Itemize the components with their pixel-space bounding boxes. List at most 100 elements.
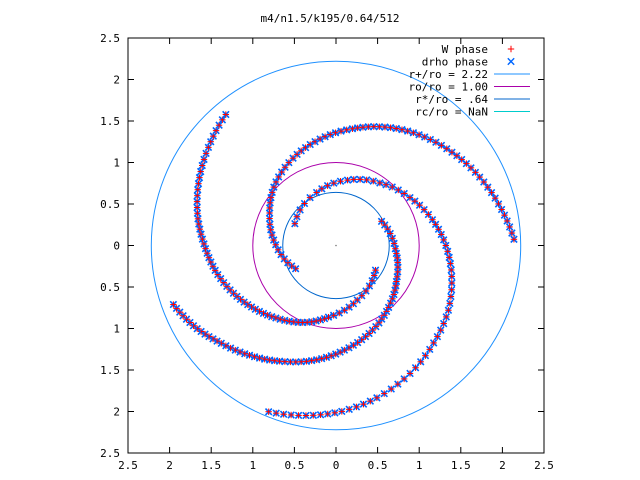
arm-3-point xyxy=(390,290,398,299)
x-tick-label: 1 xyxy=(249,459,256,472)
legend-label-3: ro/ro = 1.00 xyxy=(409,81,488,94)
y-tick-label: 0 xyxy=(113,240,120,253)
legend-label-2: r+/ro = 2.22 xyxy=(409,68,488,81)
arm-2-point xyxy=(487,188,496,197)
legend-label-5: rc/ro = NaN xyxy=(415,106,488,119)
arm-0-point xyxy=(445,253,453,262)
arm-2-point xyxy=(274,173,283,181)
arm-2-point xyxy=(409,128,418,137)
arm-0-point xyxy=(448,279,456,287)
arm-0-point xyxy=(369,177,378,185)
arm-0-point xyxy=(296,206,304,214)
arm-0-point xyxy=(293,212,301,221)
arm-2-point xyxy=(505,223,514,231)
arm-1-point xyxy=(214,270,222,279)
arm-3-point xyxy=(172,304,181,313)
arm-0-point xyxy=(366,397,375,405)
center-dot xyxy=(335,244,337,247)
arm-2-point xyxy=(331,128,340,137)
arm-2-point xyxy=(494,200,503,208)
arm-0-point xyxy=(433,332,442,341)
arm-1-point xyxy=(222,110,230,119)
arm-0-point xyxy=(323,181,332,190)
arm-2-point xyxy=(443,144,451,153)
arm-0-point xyxy=(309,411,318,420)
arm-0-point xyxy=(330,179,338,187)
x-tick-label: 1 xyxy=(416,459,423,472)
arm-2-point xyxy=(277,168,286,176)
reference-circles xyxy=(150,60,522,431)
arm-0-point xyxy=(264,407,273,416)
arm-0-point xyxy=(387,385,395,393)
arm-0-point xyxy=(287,411,295,419)
x-tick-label: 1.5 xyxy=(201,459,221,472)
arm-0-point xyxy=(294,411,303,420)
arm-1-point xyxy=(193,185,202,194)
arm-0-point xyxy=(416,358,425,366)
arm-2-point xyxy=(337,127,345,135)
arm-0-point xyxy=(380,389,388,398)
arm-0-point xyxy=(421,351,430,360)
arm-0-point xyxy=(447,285,456,294)
arm-0-point xyxy=(428,215,437,224)
arm-2-point xyxy=(284,258,292,267)
ref-circle-1 xyxy=(252,162,420,329)
arm-2-point xyxy=(386,123,395,132)
arm-0-point xyxy=(343,176,352,184)
arm-0-point xyxy=(291,219,299,228)
x-tick-label: 0 xyxy=(333,459,340,472)
arm-0-point xyxy=(318,185,326,193)
arm-2-point xyxy=(500,211,509,219)
arm-0-point xyxy=(336,177,345,186)
y-tick-label: 0.5 xyxy=(100,281,120,294)
y-tick-label: 2 xyxy=(113,406,120,419)
arm-0-point xyxy=(439,319,448,328)
arm-0-point xyxy=(394,380,402,388)
arm-1-point xyxy=(200,155,208,164)
arm-2-point xyxy=(508,229,516,237)
arm-2-point xyxy=(503,217,511,225)
legend-label-4: r*/ro = .64 xyxy=(415,93,488,106)
arm-1-point xyxy=(193,197,201,206)
x-tick-labels: 2.5 2 1.5 1 0.5 0 0.5 1 1.5 2 2.5 xyxy=(118,459,554,472)
x-tick-label: 0.5 xyxy=(284,459,304,472)
arm-2-point xyxy=(268,188,276,197)
arm-0-point xyxy=(359,400,368,408)
arm-0-point xyxy=(302,411,310,420)
arm-0-point xyxy=(316,411,325,419)
arm-0-point xyxy=(306,193,314,202)
arm-3-point xyxy=(380,221,389,229)
arm-3-point xyxy=(375,319,383,327)
x-tick-label: 2 xyxy=(166,459,173,472)
y-tick-label: 0.5 xyxy=(100,198,120,211)
x-tick-label: 1.5 xyxy=(451,459,471,472)
arm-2-point xyxy=(432,138,440,147)
arm-1-point xyxy=(267,312,276,321)
arm-0-point xyxy=(338,407,346,416)
arm-1-point xyxy=(193,203,201,212)
arm-0-point xyxy=(411,363,420,372)
arm-0-point xyxy=(349,175,358,184)
arm-1-point xyxy=(195,173,204,182)
arm-0-point xyxy=(356,175,364,184)
y-tick-label: 2.5 xyxy=(100,32,120,45)
arm-2-point xyxy=(268,231,276,239)
arm-2-point xyxy=(342,126,351,134)
arm-0-point xyxy=(376,179,384,187)
arm-0-point xyxy=(400,375,408,383)
arm-0-point xyxy=(394,186,403,194)
arm-0-point xyxy=(388,183,396,191)
chart-title: m4/n1.5/k195/0.64/512 xyxy=(260,12,399,25)
y-tick-label: 2 xyxy=(113,74,120,87)
arm-0-point xyxy=(446,259,455,268)
arm-1-point xyxy=(202,149,210,158)
arm-0-point xyxy=(300,199,309,208)
arm-1-point xyxy=(196,167,205,176)
arm-2-point xyxy=(403,127,412,135)
arm-1-point xyxy=(362,287,370,295)
phase-points xyxy=(169,110,518,420)
arm-0-point xyxy=(447,292,455,301)
legend-swatch-1 xyxy=(507,57,515,66)
